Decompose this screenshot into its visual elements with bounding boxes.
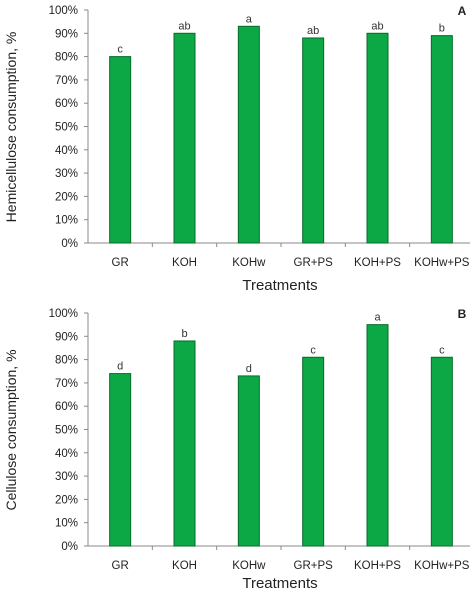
panel-label-b: B [458, 307, 467, 321]
y-tick-label: 100% [49, 5, 78, 17]
y-tick-label: 50% [55, 425, 78, 437]
bar [302, 37, 325, 244]
bar-significance-label: ab [307, 25, 319, 37]
bar [430, 356, 453, 547]
bar-significance-label: ab [371, 20, 383, 32]
bar [366, 324, 389, 547]
bar-significance-label: ab [178, 20, 190, 32]
x-tick-label: KOH+PS [354, 257, 401, 269]
y-tick-label: 70% [55, 75, 78, 87]
bar [237, 25, 260, 244]
chart-panel-b: B Treatments Cellulose consumption, % 0%… [3, 307, 470, 592]
y-tick-label: 90% [55, 331, 78, 343]
y-tick-label: 70% [55, 378, 78, 390]
y-tick-label: 100% [49, 308, 78, 320]
y-tick-label: 80% [55, 52, 78, 64]
bar-significance-label: c [310, 344, 316, 356]
y-axis-label-a: Hemicellulose consumption, % [3, 32, 19, 223]
bar-significance-label: a [374, 312, 381, 324]
bar-significance-label: b [439, 23, 445, 35]
y-tick-label: 50% [55, 122, 78, 134]
chart-panel-a: A Treatments Hemicellulose consumption, … [3, 4, 470, 294]
x-tick-label: GR+PS [294, 257, 334, 269]
y-tick-label: 90% [55, 28, 78, 40]
bar-significance-label: c [439, 344, 445, 356]
x-tick-label: KOHw [232, 257, 266, 269]
y-tick-label: 60% [55, 98, 78, 110]
x-tick-label: GR+PS [294, 560, 334, 572]
y-tick-label: 60% [55, 401, 78, 413]
panel-label-a: A [458, 4, 467, 18]
y-tick-label: 10% [55, 518, 78, 530]
bar [430, 35, 453, 244]
y-axis-label-b: Cellulose consumption, % [3, 349, 19, 510]
bar [173, 32, 196, 244]
y-tick-label: 0% [61, 541, 78, 553]
x-tick-label: KOHw+PS [414, 257, 470, 269]
y-tick-label: 30% [55, 471, 78, 483]
bar [237, 375, 260, 547]
bar-significance-label: b [181, 328, 187, 340]
x-tick-label: KOH [172, 560, 197, 572]
x-tick-label: KOH+PS [354, 560, 401, 572]
bar [302, 356, 325, 547]
x-tick-label: KOH [172, 257, 197, 269]
bar-significance-label: c [117, 44, 123, 56]
x-tick-label: KOHw+PS [414, 560, 470, 572]
bar [109, 56, 132, 244]
y-tick-label: 30% [55, 168, 78, 180]
y-tick-label: 40% [55, 448, 78, 460]
bar [109, 373, 132, 547]
bar-significance-label: a [246, 13, 253, 25]
x-axis-label-a: Treatments [242, 277, 317, 294]
y-tick-label: 10% [55, 215, 78, 227]
bar [366, 32, 389, 244]
x-tick-label: GR [112, 257, 129, 269]
x-axis-label-b: Treatments [242, 575, 317, 592]
x-tick-label: KOHw [232, 560, 266, 572]
bar-significance-label: d [117, 361, 123, 373]
y-tick-label: 0% [61, 238, 78, 250]
bar [173, 340, 196, 547]
y-tick-label: 40% [55, 145, 78, 157]
y-tick-label: 80% [55, 355, 78, 367]
y-tick-label: 20% [55, 191, 78, 203]
y-tick-label: 20% [55, 494, 78, 506]
x-tick-label: GR [112, 560, 129, 572]
bar-significance-label: d [246, 363, 252, 375]
